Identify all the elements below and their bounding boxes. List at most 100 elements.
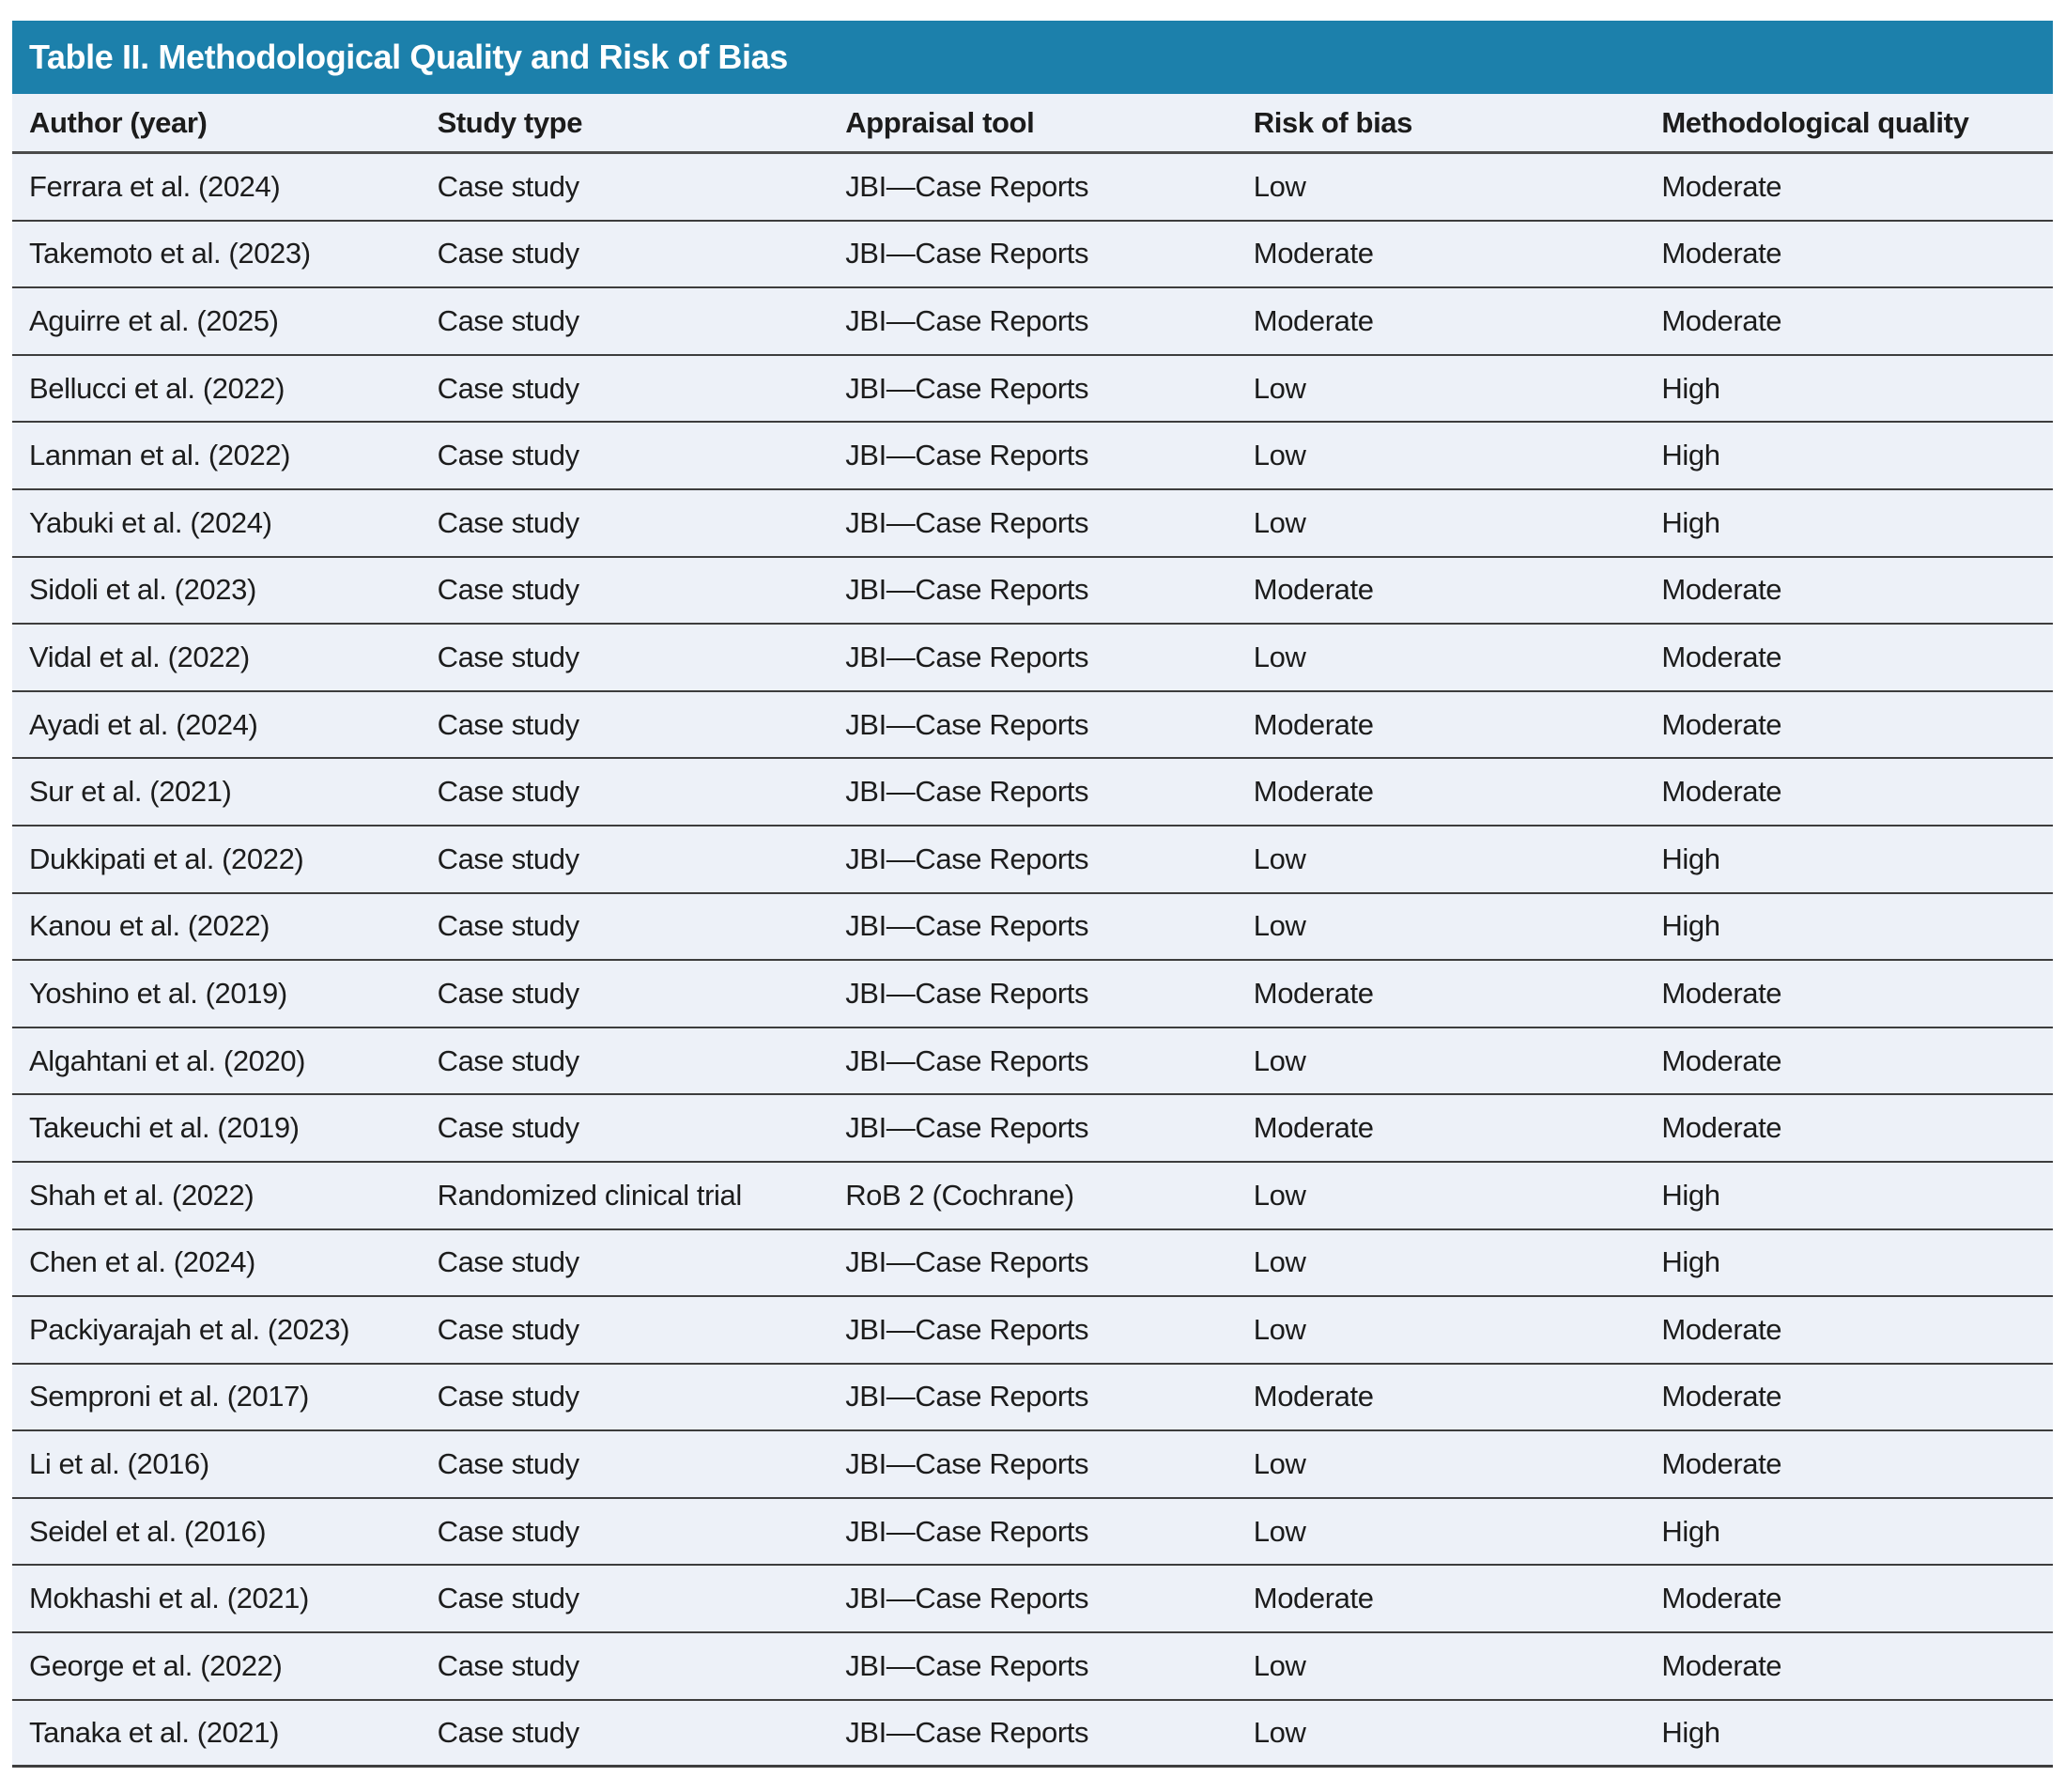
cell-risk-of-bias: Low xyxy=(1253,1245,1306,1279)
table-body: Ferrara et al. (2024) Case study JBI—Case … xyxy=(12,154,2053,1769)
cell-methodological-quality: Moderate xyxy=(1661,775,1782,809)
cell-methodological-quality: High xyxy=(1661,505,1720,539)
table-row: Yabuki et al. (2024) Case study JBI—Case R… xyxy=(12,489,2053,558)
cell-study-type: Randomized clinical trial xyxy=(437,1178,743,1212)
table-row: Semproni et al. (2017) Case study JBI—Case… xyxy=(12,1364,2053,1432)
cell-author-year: Yoshino et al. (2019) xyxy=(29,976,287,1010)
cell-author-year: Lanman et al. (2022) xyxy=(29,439,291,472)
cell-risk-of-bias: Low xyxy=(1253,1715,1306,1749)
cell-risk-of-bias: Low xyxy=(1253,1648,1306,1682)
table-row: Vidal et al. (2022) Case study JBI—Case Re… xyxy=(12,625,2053,692)
cell-appraisal-tool: JBI—Case Reports xyxy=(845,439,1089,472)
cell-risk-of-bias: Low xyxy=(1253,371,1306,405)
cell-study-type: Case study xyxy=(437,1514,579,1548)
cell-methodological-quality: Moderate xyxy=(1661,640,1782,673)
table-row: Takemoto et al. (2023) Case study JBI—Case… xyxy=(12,221,2053,289)
cell-study-type: Case study xyxy=(437,640,579,673)
table-row: George et al. (2022) Case study JBI—Case R… xyxy=(12,1633,2053,1701)
cell-study-type: Case study xyxy=(437,1582,579,1615)
cell-appraisal-tool: RoB 2 (Cochrane) xyxy=(845,1178,1074,1212)
cell-author-year: Seidel et al. (2016) xyxy=(29,1514,267,1548)
cell-author-year: Ayadi et al. (2024) xyxy=(29,707,258,741)
cell-risk-of-bias: Moderate xyxy=(1253,1582,1374,1615)
table-row: Kanou et al. (2022) Case study JBI—Case Re… xyxy=(12,893,2053,962)
cell-risk-of-bias: Moderate xyxy=(1253,237,1374,270)
cell-methodological-quality: High xyxy=(1661,1715,1720,1749)
cell-author-year: Aguirre et al. (2025) xyxy=(29,303,279,337)
cell-author-year: Mokhashi et al. (2021) xyxy=(29,1582,309,1615)
cell-author-year: Semproni et al. (2017) xyxy=(29,1380,309,1414)
cell-appraisal-tool: JBI—Case Reports xyxy=(845,1582,1089,1615)
cell-risk-of-bias: Low xyxy=(1253,1178,1306,1212)
cell-study-type: Case study xyxy=(437,1380,579,1414)
table-row: Sur et al. (2021) Case study JBI—Case Repo… xyxy=(12,759,2053,826)
cell-risk-of-bias: Moderate xyxy=(1253,303,1374,337)
table-row: Chen et al. (2024) Case study JBI—Case Rep… xyxy=(12,1229,2053,1298)
cell-risk-of-bias: Low xyxy=(1253,439,1306,472)
table-row: Seidel et al. (2016) Case study JBI—Case R… xyxy=(12,1498,2053,1567)
quality-risk-table: Table II. Methodological Quality and Ris… xyxy=(12,21,2053,1769)
cell-study-type: Case study xyxy=(437,1245,579,1279)
cell-appraisal-tool: JBI—Case Reports xyxy=(845,573,1089,607)
cell-methodological-quality: High xyxy=(1661,842,1720,875)
table-row: Shah et al. (2022) Randomized clinical tr… xyxy=(12,1162,2053,1230)
table-row: Dukkipati et al. (2022) Case study JBI—Cas… xyxy=(12,826,2053,894)
cell-appraisal-tool: JBI—Case Reports xyxy=(845,1380,1089,1414)
cell-author-year: Algahtani et al. (2020) xyxy=(29,1043,306,1077)
cell-author-year: Chen et al. (2024) xyxy=(29,1245,255,1279)
cell-author-year: Ferrara et al. (2024) xyxy=(29,169,281,203)
cell-appraisal-tool: JBI—Case Reports xyxy=(845,1245,1089,1279)
table-row: Packiyarajah et al. (2023) Case study JBI—… xyxy=(12,1297,2053,1365)
cell-study-type: Case study xyxy=(437,775,579,809)
cell-appraisal-tool: JBI—Case Reports xyxy=(845,1648,1089,1682)
cell-study-type: Case study xyxy=(437,303,579,337)
cell-author-year: Shah et al. (2022) xyxy=(29,1178,254,1212)
column-header-methodological-quality: Methodological quality xyxy=(1661,105,1969,139)
cell-author-year: Kanou et al. (2022) xyxy=(29,909,270,943)
cell-risk-of-bias: Low xyxy=(1253,1312,1306,1346)
cell-study-type: Case study xyxy=(437,1312,579,1346)
cell-appraisal-tool: JBI—Case Reports xyxy=(845,237,1089,270)
cell-methodological-quality: Moderate xyxy=(1661,1648,1782,1682)
cell-study-type: Case study xyxy=(437,842,579,875)
cell-appraisal-tool: JBI—Case Reports xyxy=(845,505,1089,539)
cell-study-type: Case study xyxy=(437,976,579,1010)
cell-appraisal-tool: JBI—Case Reports xyxy=(845,775,1089,809)
cell-methodological-quality: Moderate xyxy=(1661,707,1782,741)
table-title: Table II. Methodological Quality and Ris… xyxy=(29,38,788,76)
cell-author-year: Sidoli et al. (2023) xyxy=(29,573,256,607)
cell-appraisal-tool: JBI—Case Reports xyxy=(845,1312,1089,1346)
column-header-risk-of-bias: Risk of bias xyxy=(1253,105,1413,139)
cell-study-type: Case study xyxy=(437,1111,579,1145)
cell-methodological-quality: Moderate xyxy=(1661,303,1782,337)
cell-risk-of-bias: Low xyxy=(1253,1043,1306,1077)
cell-risk-of-bias: Moderate xyxy=(1253,1380,1374,1414)
column-header-appraisal-tool: Appraisal tool xyxy=(845,105,1035,139)
cell-appraisal-tool: JBI—Case Reports xyxy=(845,976,1089,1010)
table-header-row: Author (year) Study type Appraisal tool … xyxy=(12,94,2053,154)
cell-appraisal-tool: JBI—Case Reports xyxy=(845,1043,1089,1077)
cell-risk-of-bias: Low xyxy=(1253,505,1306,539)
cell-appraisal-tool: JBI—Case Reports xyxy=(845,1111,1089,1145)
cell-author-year: Takemoto et al. (2023) xyxy=(29,237,311,270)
cell-study-type: Case study xyxy=(437,169,579,203)
cell-author-year: Bellucci et al. (2022) xyxy=(29,371,285,405)
table-row: Lanman et al. (2022) Case study JBI—Case R… xyxy=(12,423,2053,490)
cell-methodological-quality: High xyxy=(1661,371,1720,405)
cell-methodological-quality: High xyxy=(1661,1514,1720,1548)
cell-author-year: Yabuki et al. (2024) xyxy=(29,505,272,539)
cell-appraisal-tool: JBI—Case Reports xyxy=(845,707,1089,741)
cell-methodological-quality: High xyxy=(1661,439,1720,472)
cell-study-type: Case study xyxy=(437,909,579,943)
cell-appraisal-tool: JBI—Case Reports xyxy=(845,1715,1089,1749)
cell-methodological-quality: Moderate xyxy=(1661,1447,1782,1481)
cell-study-type: Case study xyxy=(437,1447,579,1481)
cell-author-year: Takeuchi et al. (2019) xyxy=(29,1111,300,1145)
cell-risk-of-bias: Low xyxy=(1253,1514,1306,1548)
cell-risk-of-bias: Moderate xyxy=(1253,1111,1374,1145)
cell-methodological-quality: Moderate xyxy=(1661,169,1782,203)
cell-risk-of-bias: Moderate xyxy=(1253,707,1374,741)
table-row: Bellucci et al. (2022) Case study JBI—Case… xyxy=(12,355,2053,424)
cell-author-year: Tanaka et al. (2021) xyxy=(29,1715,280,1749)
cell-appraisal-tool: JBI—Case Reports xyxy=(845,1514,1089,1548)
